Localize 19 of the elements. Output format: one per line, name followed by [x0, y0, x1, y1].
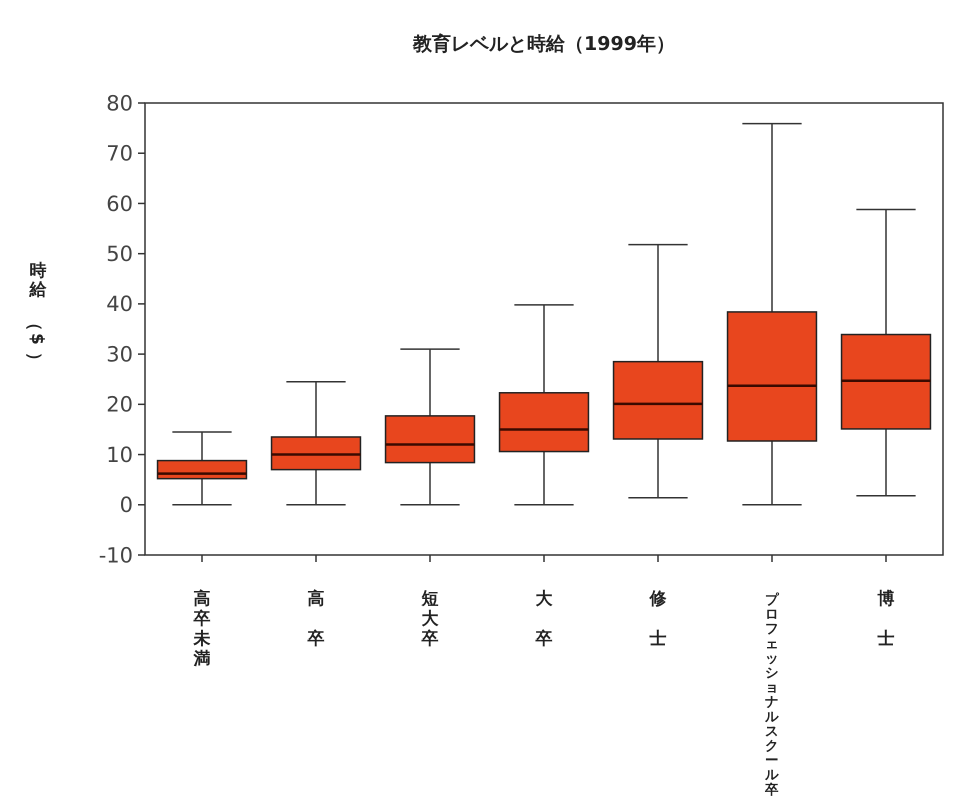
y-tick-label: 0 [120, 493, 133, 518]
y-tick-label: 50 [106, 242, 133, 266]
x-tick-label: 修士 [648, 589, 668, 649]
y-tick-label: 80 [106, 91, 133, 116]
y-tick-label: 70 [106, 142, 133, 166]
x-tick-label: 大卒 [534, 589, 554, 649]
chart-title: 教育レベルと時給（1999年） [412, 33, 675, 55]
y-tick-label: -10 [98, 543, 133, 568]
y-tick-label: 10 [106, 442, 133, 467]
y-tick-label: 60 [106, 192, 133, 216]
x-tick-label: 高卒未満 [192, 589, 210, 669]
y-axis-title: 時給（$） [24, 261, 48, 369]
y-tick-label: 30 [106, 342, 133, 366]
x-tick-label: 博士 [876, 589, 894, 649]
x-tick-label: 短大卒 [420, 589, 440, 649]
y-tick-label: 20 [106, 392, 133, 417]
category-label: プロフェッショナルスクール卒 [765, 592, 779, 798]
x-tick-label: 高卒 [306, 589, 324, 649]
y-tick-label: 40 [106, 292, 133, 316]
